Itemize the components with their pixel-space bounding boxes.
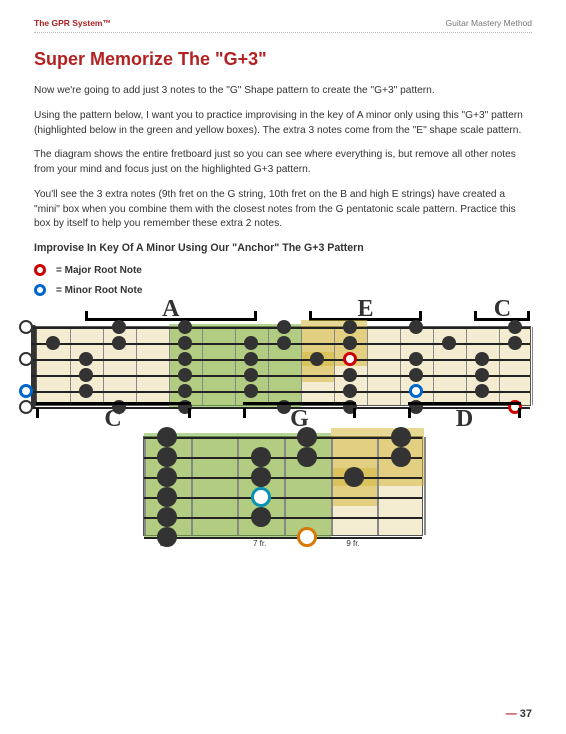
subheading: Improvise In Key Of A Minor Using Our "A… — [34, 242, 532, 254]
header-right: Guitar Mastery Method — [446, 18, 532, 28]
paragraph-4: You'll see the 3 extra notes (9th fret o… — [34, 188, 532, 232]
header-left: The GPR System™ — [34, 18, 111, 28]
fretboard-zoom: 5 fr.7 fr.9 fr. — [143, 436, 423, 551]
paragraph-3: The diagram shows the entire fretboard j… — [34, 148, 532, 178]
legend-major-label: = Major Root Note — [56, 265, 142, 276]
page-number: — 37 — [506, 708, 532, 720]
paragraph-1: Now we're going to add just 3 notes to t… — [34, 84, 532, 99]
fretboard-full: AEC CGD — [36, 326, 531, 406]
legend-major: = Major Root Note — [34, 264, 532, 276]
page-title: Super Memorize The "G+3" — [34, 49, 532, 70]
minor-root-icon — [34, 284, 46, 296]
header-divider — [34, 32, 532, 33]
major-root-icon — [34, 264, 46, 276]
legend-minor: = Minor Root Note — [34, 284, 532, 296]
paragraph-2: Using the pattern below, I want you to p… — [34, 109, 532, 139]
legend-minor-label: = Minor Root Note — [56, 285, 142, 296]
